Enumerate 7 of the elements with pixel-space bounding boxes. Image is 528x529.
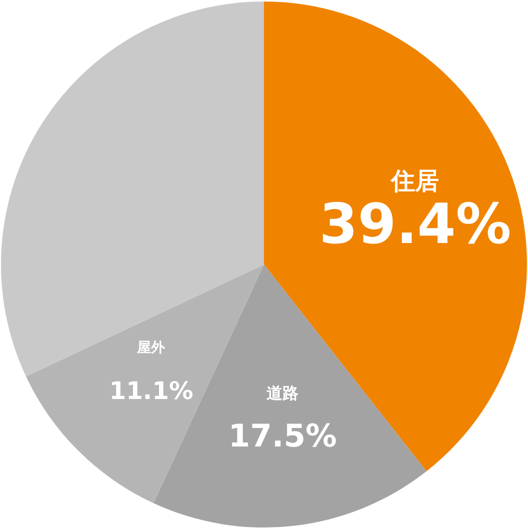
data-label: 39.4%: [319, 193, 512, 258]
slice-label: 屋外: [136, 340, 166, 356]
slice-label: 道路: [266, 383, 299, 402]
data-label: 17.5%: [228, 418, 337, 454]
pie-slice: [2, 2, 264, 376]
slice-label: 住居: [390, 167, 440, 196]
data-label: 11.1%: [109, 376, 194, 405]
